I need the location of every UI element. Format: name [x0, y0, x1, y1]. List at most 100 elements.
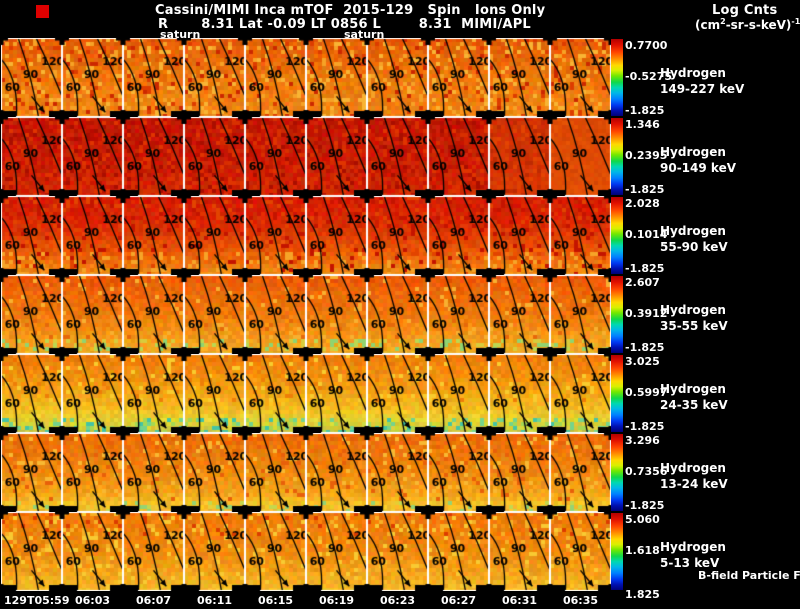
heatmap-panel-r2-c9 — [489, 117, 550, 196]
colorbar-min-label: -1.825 — [625, 420, 665, 433]
heatmap-panel-r2-c3 — [123, 117, 184, 196]
heatmap-panel-r4-c6 — [306, 275, 367, 354]
heatmap-panel-r7-c1 — [1, 512, 62, 591]
heatmap-panel-r2-c1 — [1, 117, 62, 196]
heatmap-panel-r7-c4 — [184, 512, 245, 591]
time-axis-label: 06:35 — [562, 594, 599, 607]
heatmap-panel-r7-c7 — [367, 512, 428, 591]
units-superscript: -1 — [791, 17, 800, 26]
colorbar-mid-label: 1.618 — [625, 544, 660, 557]
colorbar-row-2 — [611, 118, 623, 195]
colorbar-min-label: -1.825 — [625, 104, 665, 117]
heatmap-panel-r2-c7 — [367, 117, 428, 196]
heatmap-panel-r2-c6 — [306, 117, 367, 196]
heatmap-panel-r2-c4 — [184, 117, 245, 196]
heatmap-panel-r4-c10 — [550, 275, 611, 354]
colorbar-row-7 — [611, 513, 623, 590]
heatmap-panel-r6-c8 — [428, 433, 489, 512]
colorbar-mid-label: 0.1014 — [625, 228, 668, 241]
colorbar-min-label: -1.825 — [625, 262, 665, 275]
colorbar-row-6 — [611, 434, 623, 511]
heatmap-panel-r5-c9 — [489, 354, 550, 433]
heatmap-panel-r5-c8 — [428, 354, 489, 433]
heatmap-panel-r7-c3 — [123, 512, 184, 591]
energy-band-label: 13-24 keV — [660, 477, 728, 491]
heatmap-panel-r2-c10 — [550, 117, 611, 196]
heatmap-panel-r6-c5 — [245, 433, 306, 512]
heatmap-panel-r5-c5 — [245, 354, 306, 433]
heatmap-panel-r5-c1 — [1, 354, 62, 433]
heatmap-panel-r7-c10 — [550, 512, 611, 591]
heatmap-panel-r3-c7 — [367, 196, 428, 275]
species-label: Hydrogen — [660, 461, 726, 475]
heatmap-panel-r4-c5 — [245, 275, 306, 354]
species-label: Hydrogen — [660, 224, 726, 238]
colorbar-max-label: 3.296 — [625, 434, 660, 447]
heatmap-panel-r1-c2 — [62, 38, 123, 117]
colorbar-mid-label: 0.7356 — [625, 465, 668, 478]
heatmap-panel-r2-c5 — [245, 117, 306, 196]
colorbar-mid-label: 0.2395 — [625, 149, 668, 162]
time-axis-label: 06:27 — [440, 594, 477, 607]
red-marker-swatch — [36, 5, 49, 18]
energy-band-label: 5-13 keV — [660, 556, 720, 570]
colorbar-max-label: 0.7700 — [625, 39, 668, 52]
heatmap-panel-r1-c10 — [550, 38, 611, 117]
heatmap-panel-r6-c1 — [1, 433, 62, 512]
heatmap-panel-r1-c1 — [1, 38, 62, 117]
colorbar-max-label: 1.346 — [625, 118, 660, 131]
colorbar-row-5 — [611, 355, 623, 432]
colorbar-row-4 — [611, 276, 623, 353]
heatmap-panel-r2-c2 — [62, 117, 123, 196]
species-label: Hydrogen — [660, 303, 726, 317]
heatmap-panel-r5-c4 — [184, 354, 245, 433]
heatmap-panel-r3-c3 — [123, 196, 184, 275]
heatmap-panel-r5-c10 — [550, 354, 611, 433]
heatmap-panel-r4-c7 — [367, 275, 428, 354]
heatmap-panel-r5-c7 — [367, 354, 428, 433]
units-superscript: 2 — [720, 17, 726, 26]
bfield-flow-note: B-field Particle Flow — [698, 569, 800, 582]
heatmap-panel-r6-c7 — [367, 433, 428, 512]
heatmap-panel-r3-c2 — [62, 196, 123, 275]
heatmap-panel-r3-c1 — [1, 196, 62, 275]
species-label: Hydrogen — [660, 66, 726, 80]
page-title: Cassini/MIMI Inca mTOF 2015-129 Spin Ion… — [155, 3, 546, 18]
heatmap-panel-r6-c9 — [489, 433, 550, 512]
heatmap-panel-r3-c8 — [428, 196, 489, 275]
time-axis-label: 06:07 — [135, 594, 172, 607]
time-axis-label: 06:15 — [257, 594, 294, 607]
time-axis-label: 06:03 — [74, 594, 111, 607]
heatmap-panel-r1-c8 — [428, 38, 489, 117]
energy-band-label: 149-227 keV — [660, 82, 745, 96]
time-axis-label: 06:11 — [196, 594, 233, 607]
colorbar-legend-units: (cm2-sr-s-keV)-1 — [695, 17, 800, 32]
heatmap-panel-r1-c3 — [123, 38, 184, 117]
heatmap-panel-r1-c5 — [245, 38, 306, 117]
heatmap-panel-r4-c2 — [62, 275, 123, 354]
heatmap-panel-r1-c4 — [184, 38, 245, 117]
energy-band-label: 24-35 keV — [660, 398, 728, 412]
heatmap-panel-r6-c2 — [62, 433, 123, 512]
colorbar-max-label: 3.025 — [625, 355, 660, 368]
heatmap-panel-r5-c3 — [123, 354, 184, 433]
colorbar-min-label: 1.825 — [625, 588, 660, 601]
heatmap-panel-r3-c9 — [489, 196, 550, 275]
saturn-marker-label: saturn — [160, 28, 201, 41]
colorbar-min-label: -1.825 — [625, 341, 665, 354]
colorbar-mid-label: 0.5997 — [625, 386, 668, 399]
heatmap-panel-r7-c6 — [306, 512, 367, 591]
orbit-parameters: R 8.31 Lat -0.09 LT 0856 L 8.31 MIMI/APL — [158, 17, 531, 32]
heatmap-panel-r5-c2 — [62, 354, 123, 433]
species-label: Hydrogen — [660, 145, 726, 159]
colorbar-min-label: -1.825 — [625, 499, 665, 512]
heatmap-panel-r7-c2 — [62, 512, 123, 591]
heatmap-panel-r1-c7 — [367, 38, 428, 117]
heatmap-panel-r7-c9 — [489, 512, 550, 591]
heatmap-panel-r4-c4 — [184, 275, 245, 354]
species-label: Hydrogen — [660, 382, 726, 396]
time-axis-label: 06:31 — [501, 594, 538, 607]
heatmap-panel-r5-c6 — [306, 354, 367, 433]
